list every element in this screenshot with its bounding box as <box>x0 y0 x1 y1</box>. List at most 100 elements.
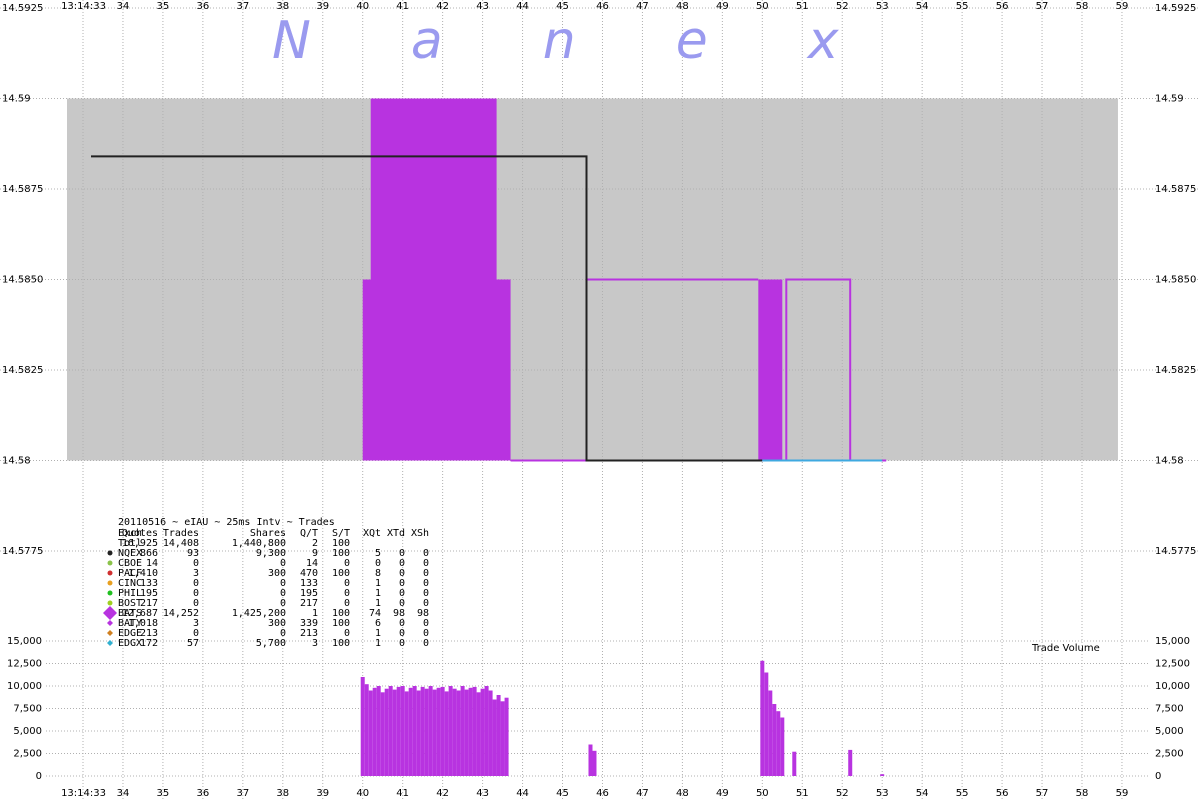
table-cell: 8 <box>375 568 381 579</box>
table-cell: 1,440,800 <box>232 538 286 549</box>
table-cell: 1 <box>375 578 381 589</box>
x-tick-label: 47 <box>636 788 649 799</box>
volume-bar <box>392 689 397 776</box>
volume-bar <box>464 689 469 776</box>
table-header: XTd <box>387 528 405 539</box>
table-cell: 0 <box>344 578 350 589</box>
volume-bar <box>768 690 773 776</box>
table-cell: 0 <box>423 598 429 609</box>
y-tick-label: 14.5775 <box>2 546 43 557</box>
table-cell: 14,408 <box>163 538 199 549</box>
x-tick-label: 36 <box>197 788 210 799</box>
x-tick-label: 34 <box>117 788 130 799</box>
x-tick-label: 45 <box>556 1 569 12</box>
table-cell: 14,252 <box>163 608 199 619</box>
x-tick-label: 50 <box>756 1 769 12</box>
volume-bar <box>792 751 797 776</box>
table-cell: 0 <box>344 628 350 639</box>
volume-bar <box>772 704 777 776</box>
table-cell: 213 <box>140 628 158 639</box>
table-cell: 217 <box>140 598 158 609</box>
x-tick-label: 37 <box>236 788 249 799</box>
x-tick-label: 38 <box>276 788 289 799</box>
volume-bar <box>500 701 505 776</box>
table-cell: 195 <box>140 588 158 599</box>
volume-bar <box>496 695 501 776</box>
table-cell: 0 <box>193 598 199 609</box>
table-cell: 0 <box>399 588 405 599</box>
table-header: S/T <box>332 528 350 539</box>
table-cell: 0 <box>280 628 286 639</box>
volume-tick-label: 12,500 <box>7 659 42 670</box>
volume-bar <box>764 672 769 776</box>
quote-block <box>362 279 511 461</box>
y-tick-label: 14.5825 <box>2 365 43 376</box>
x-tick-label: 52 <box>836 1 849 12</box>
table-cell: 0 <box>423 578 429 589</box>
volume-bar <box>780 717 785 776</box>
table-cell: 0 <box>423 548 429 559</box>
table-cell: 0 <box>399 568 405 579</box>
x-tick-label: 57 <box>1036 788 1049 799</box>
table-cell: 0 <box>423 618 429 629</box>
table-title: 20110516 ~ eIAU ~ 25ms Intv ~ Trades <box>118 517 335 528</box>
table-cell: 1 <box>375 588 381 599</box>
volume-bar <box>456 690 461 776</box>
y-tick-label: 14.5925 <box>1155 3 1196 14</box>
volume-bar <box>440 686 445 776</box>
x-tick-label: 59 <box>1116 1 1129 12</box>
volume-bar <box>384 688 389 776</box>
table-cell: 100 <box>332 548 350 559</box>
table-header: Q/T <box>300 528 318 539</box>
table-cell: 0 <box>399 628 405 639</box>
volume-bar <box>424 688 429 776</box>
x-tick-label: 58 <box>1076 1 1089 12</box>
y-tick-label: 14.58 <box>1155 456 1184 467</box>
table-cell: 0 <box>423 638 429 649</box>
x-tick-label: 37 <box>236 1 249 12</box>
table-cell: 0 <box>423 568 429 579</box>
x-tick-label: 46 <box>596 1 609 12</box>
table-cell: 100 <box>332 638 350 649</box>
x-tick-label: 49 <box>716 788 729 799</box>
volume-bar <box>372 687 377 776</box>
table-marker <box>107 620 113 626</box>
table-cell: 9,300 <box>256 548 286 559</box>
quote-block <box>370 98 497 280</box>
x-tick-label: 42 <box>436 1 449 12</box>
y-tick-label: 14.5850 <box>2 275 43 286</box>
table-marker <box>107 600 113 606</box>
volume-bar <box>416 690 421 776</box>
volume-tick-label: 15,000 <box>1155 636 1190 647</box>
table-cell: 0 <box>399 578 405 589</box>
table-cell: 172 <box>140 638 158 649</box>
volume-bar <box>480 688 485 776</box>
table-cell: PHIL <box>118 588 142 599</box>
x-tick-label: 13:14:33 <box>61 788 106 799</box>
table-cell: 93 <box>187 548 199 559</box>
table-cell: 0 <box>344 558 350 569</box>
table-cell: 1,425,200 <box>232 608 286 619</box>
x-tick-label: 44 <box>516 788 529 799</box>
table-cell: 1 <box>375 598 381 609</box>
x-tick-label: 50 <box>756 788 769 799</box>
x-tick-label: 35 <box>157 1 170 12</box>
table-header: XSh <box>411 528 429 539</box>
x-tick-label: 46 <box>596 788 609 799</box>
x-tick-label: 39 <box>316 788 329 799</box>
volume-bar <box>776 711 781 776</box>
x-tick-label: 39 <box>316 1 329 12</box>
volume-bar <box>432 689 437 776</box>
x-tick-label: 47 <box>636 1 649 12</box>
volume-bar <box>380 692 385 776</box>
table-cell: 195 <box>300 588 318 599</box>
table-header: Exch <box>118 528 142 539</box>
table-cell: 2 <box>312 538 318 549</box>
table-cell: 1 <box>312 608 318 619</box>
volume-title: Trade Volume <box>1031 643 1100 654</box>
table-marker <box>107 550 113 556</box>
volume-tick-label: 2,500 <box>1155 749 1184 760</box>
table-cell: 3 <box>193 568 199 579</box>
x-tick-label: 56 <box>996 788 1009 799</box>
volume-tick-label: 7,500 <box>13 704 42 715</box>
